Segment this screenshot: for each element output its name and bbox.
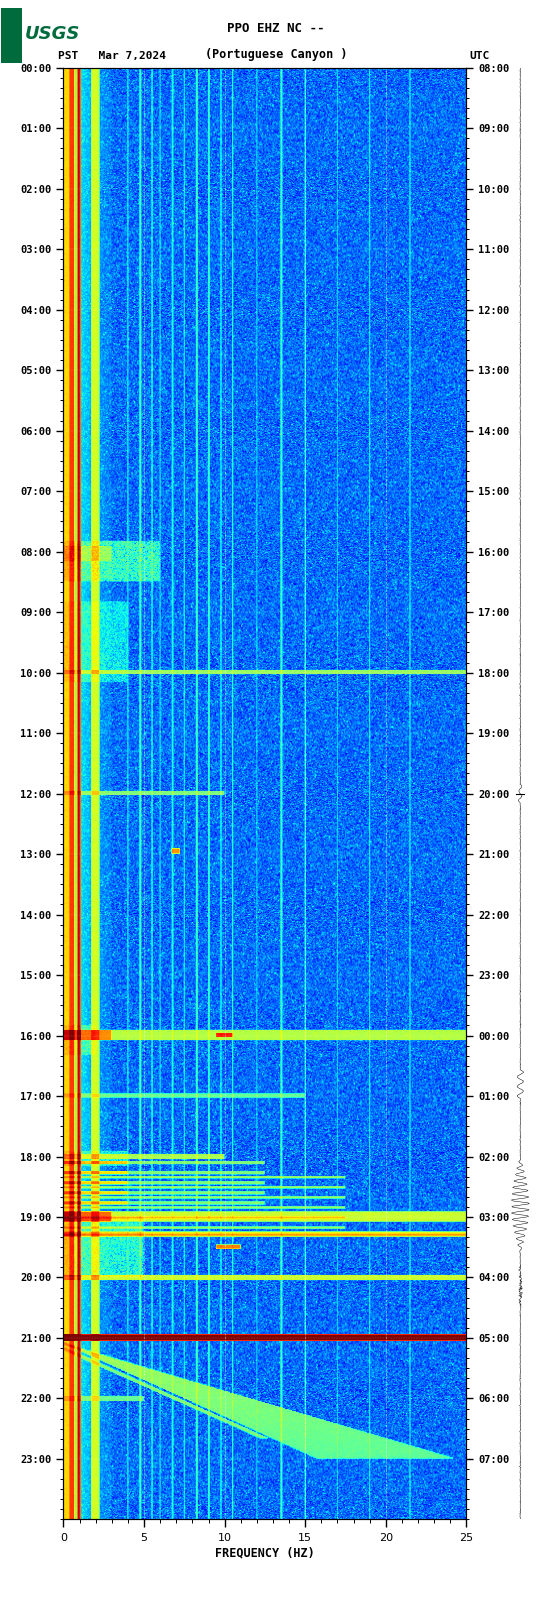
Text: UTC: UTC bbox=[469, 52, 490, 61]
Bar bbox=[1, 8, 22, 63]
Text: (Portuguese Canyon ): (Portuguese Canyon ) bbox=[205, 48, 347, 61]
Text: PST   Mar 7,2024: PST Mar 7,2024 bbox=[58, 52, 166, 61]
Text: PPO EHZ NC --: PPO EHZ NC -- bbox=[227, 23, 325, 35]
Text: USGS: USGS bbox=[24, 26, 79, 44]
X-axis label: FREQUENCY (HZ): FREQUENCY (HZ) bbox=[215, 1547, 315, 1560]
